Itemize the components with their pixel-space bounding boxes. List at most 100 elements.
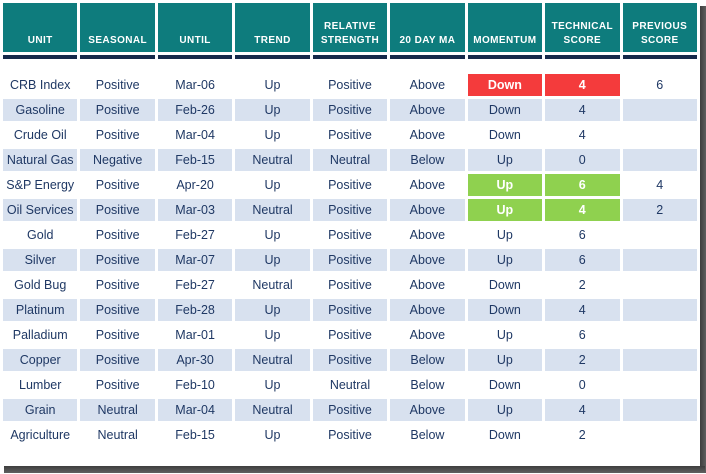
cell-seasonal: Positive <box>80 324 155 346</box>
cell-until: Mar-03 <box>157 199 233 221</box>
cell-momentum: Up <box>467 149 543 171</box>
cell-20-day-ma: Above <box>390 174 465 196</box>
table-body: CRB Index Positive Mar-06 Up Positive Above Do… <box>3 74 697 446</box>
column-header-momentum: MOMENTUM <box>467 3 543 52</box>
cell-trend: Neutral <box>235 274 310 296</box>
table-row: Grain Neutral Mar-04 Neutral Positive Above Up… <box>3 399 697 421</box>
cell-20-day-ma: Below <box>390 374 465 396</box>
cell-unit: Natural Gas <box>3 149 78 171</box>
table-row: Platinum Positive Feb-28 Up Positive Above Dow… <box>3 299 697 321</box>
cell-momentum: Up <box>467 224 543 246</box>
cell-until: Mar-04 <box>157 124 233 146</box>
cell-until: Mar-01 <box>157 324 233 346</box>
cell-unit: Agriculture <box>3 424 78 446</box>
cell-technical-score: 4 <box>545 74 620 96</box>
column-header-seasonal: SEASONAL <box>80 3 155 52</box>
cell-unit: Platinum <box>3 299 78 321</box>
cell-unit: Crude Oil <box>3 124 78 146</box>
cell-seasonal: Neutral <box>80 399 155 421</box>
cell-previous-score: 6 <box>622 74 697 96</box>
cell-trend: Up <box>235 299 310 321</box>
table-row: Natural Gas Negative Feb-15 Neutral Neutral B… <box>3 149 697 171</box>
cell-previous-score <box>622 374 697 396</box>
table-row: Crude Oil Positive Mar-04 Up Positive Above Do… <box>3 124 697 146</box>
cell-20-day-ma: Above <box>390 199 465 221</box>
cell-until: Feb-15 <box>157 149 233 171</box>
cell-unit: CRB Index <box>3 74 78 96</box>
cell-relative-strength: Positive <box>312 124 388 146</box>
cell-momentum: Up <box>467 174 543 196</box>
cell-relative-strength: Positive <box>312 99 388 121</box>
cell-trend: Neutral <box>235 149 310 171</box>
spacer-row <box>3 62 697 71</box>
cell-technical-score: 2 <box>545 274 620 296</box>
cell-relative-strength: Positive <box>312 399 388 421</box>
cell-technical-score: 4 <box>545 399 620 421</box>
cell-20-day-ma: Below <box>390 424 465 446</box>
cell-trend: Neutral <box>235 199 310 221</box>
cell-trend: Up <box>235 99 310 121</box>
cell-trend: Up <box>235 424 310 446</box>
cell-20-day-ma: Above <box>390 399 465 421</box>
cell-previous-score <box>622 424 697 446</box>
cell-previous-score <box>622 224 697 246</box>
cell-previous-score <box>622 349 697 371</box>
cell-technical-score: 6 <box>545 249 620 271</box>
cell-trend: Up <box>235 124 310 146</box>
cell-relative-strength: Positive <box>312 349 388 371</box>
cell-momentum: Down <box>467 274 543 296</box>
cell-momentum: Up <box>467 249 543 271</box>
cell-seasonal: Positive <box>80 374 155 396</box>
cell-20-day-ma: Above <box>390 249 465 271</box>
cell-momentum: Up <box>467 324 543 346</box>
cell-technical-score: 2 <box>545 424 620 446</box>
cell-until: Feb-27 <box>157 224 233 246</box>
cell-relative-strength: Positive <box>312 249 388 271</box>
cell-until: Mar-04 <box>157 399 233 421</box>
cell-trend: Neutral <box>235 349 310 371</box>
cell-technical-score: 6 <box>545 324 620 346</box>
cell-trend: Up <box>235 249 310 271</box>
frame-shadow-bottom <box>4 466 705 473</box>
cell-relative-strength: Positive <box>312 199 388 221</box>
cell-technical-score: 4 <box>545 199 620 221</box>
cell-previous-score <box>622 124 697 146</box>
cell-seasonal: Positive <box>80 124 155 146</box>
table-header: UNIT SEASONAL UNTIL TREND RELATIVE STREN… <box>3 3 697 71</box>
cell-unit: Lumber <box>3 374 78 396</box>
cell-seasonal: Neutral <box>80 424 155 446</box>
cell-seasonal: Positive <box>80 224 155 246</box>
cell-unit: Gold <box>3 224 78 246</box>
cell-seasonal: Positive <box>80 174 155 196</box>
cell-previous-score <box>622 149 697 171</box>
cell-momentum: Up <box>467 199 543 221</box>
cell-until: Feb-28 <box>157 299 233 321</box>
cell-until: Apr-30 <box>157 349 233 371</box>
cell-unit: Gold Bug <box>3 274 78 296</box>
cell-momentum: Down <box>467 299 543 321</box>
cell-previous-score <box>622 99 697 121</box>
cell-momentum: Down <box>467 374 543 396</box>
cell-20-day-ma: Above <box>390 224 465 246</box>
cell-unit: Copper <box>3 349 78 371</box>
cell-previous-score: 2 <box>622 199 697 221</box>
cell-trend: Neutral <box>235 399 310 421</box>
table-row: Silver Positive Mar-07 Up Positive Above Up 6 <box>3 249 697 271</box>
column-header-technical-score: TECHNICAL SCORE <box>545 3 620 52</box>
cell-previous-score: 4 <box>622 174 697 196</box>
cell-20-day-ma: Below <box>390 349 465 371</box>
cell-20-day-ma: Above <box>390 124 465 146</box>
cell-technical-score: 4 <box>545 299 620 321</box>
column-header-previous-score: PREVIOUS SCORE <box>622 3 697 52</box>
cell-trend: Up <box>235 174 310 196</box>
cell-technical-score: 6 <box>545 174 620 196</box>
table-row: Gasoline Positive Feb-26 Up Positive Above Dow… <box>3 99 697 121</box>
column-header-20-day-ma: 20 DAY MA <box>390 3 465 52</box>
cell-momentum: Up <box>467 399 543 421</box>
cell-relative-strength: Positive <box>312 224 388 246</box>
table-row: Oil Services Positive Mar-03 Neutral Positiv… <box>3 199 697 221</box>
cell-seasonal: Negative <box>80 149 155 171</box>
cell-until: Feb-10 <box>157 374 233 396</box>
cell-20-day-ma: Above <box>390 274 465 296</box>
